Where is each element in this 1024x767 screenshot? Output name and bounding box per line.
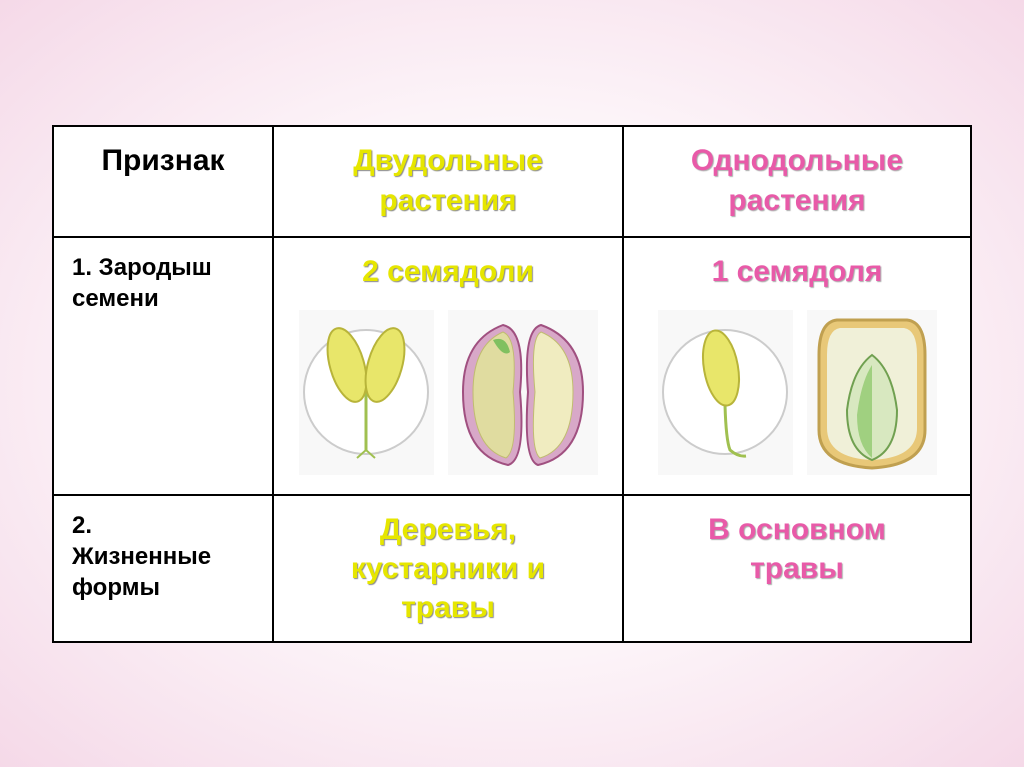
header-mono: Однодольные растения — [623, 126, 971, 237]
row2-mono-cell: В основном травы — [623, 495, 971, 642]
dicot-bean-icon — [448, 310, 598, 475]
header-col3-line2: растения — [728, 184, 865, 217]
comparison-table-container: Признак Двудольные растения Однодольные … — [52, 125, 972, 643]
dicot-images — [292, 305, 604, 480]
row2-dicot-l3: травы — [401, 591, 495, 624]
row1-label-l2: семени — [72, 285, 159, 312]
mono-images — [642, 305, 952, 480]
row-lifeforms: 2. Жизненные формы Деревья, кустарники и… — [53, 495, 971, 642]
header-row: Признак Двудольные растения Однодольные … — [53, 126, 971, 237]
row2-label-l3: формы — [72, 574, 160, 601]
header-dicot: Двудольные растения — [273, 126, 623, 237]
row1-label: 1. Зародыш семени — [53, 237, 273, 495]
row1-dicot-cell: 2 семядоли — [273, 237, 623, 495]
header-col2-line1: Двудольные — [353, 144, 543, 177]
comparison-table: Признак Двудольные растения Однодольные … — [52, 125, 972, 643]
row1-label-l1: 1. Зародыш — [72, 254, 212, 281]
row2-dicot-cell: Деревья, кустарники и травы — [273, 495, 623, 642]
row1-mono-cell: 1 семядоля — [623, 237, 971, 495]
header-col1-text: Признак — [101, 144, 224, 177]
row1-dicot-text: 2 семядоли — [362, 255, 534, 288]
row2-label-l2: Жизненные — [72, 543, 211, 570]
header-feature: Признак — [53, 126, 273, 237]
row-embryo: 1. Зародыш семени 2 семядоли — [53, 237, 971, 495]
dicot-sprout-icon — [299, 310, 434, 475]
row2-mono-l1: В основном — [708, 513, 886, 546]
row2-label-l1: 2. — [72, 512, 92, 539]
row2-dicot-l1: Деревья, — [380, 513, 516, 546]
row2-dicot-l2: кустарники и — [351, 552, 545, 585]
row2-label: 2. Жизненные формы — [53, 495, 273, 642]
row2-mono-l2: травы — [750, 552, 844, 585]
mono-sprout-icon — [658, 310, 793, 475]
header-col2-line2: растения — [379, 184, 516, 217]
header-col3-line1: Однодольные — [691, 144, 903, 177]
mono-grain-icon — [807, 310, 937, 475]
row1-mono-text: 1 семядоля — [712, 255, 883, 288]
